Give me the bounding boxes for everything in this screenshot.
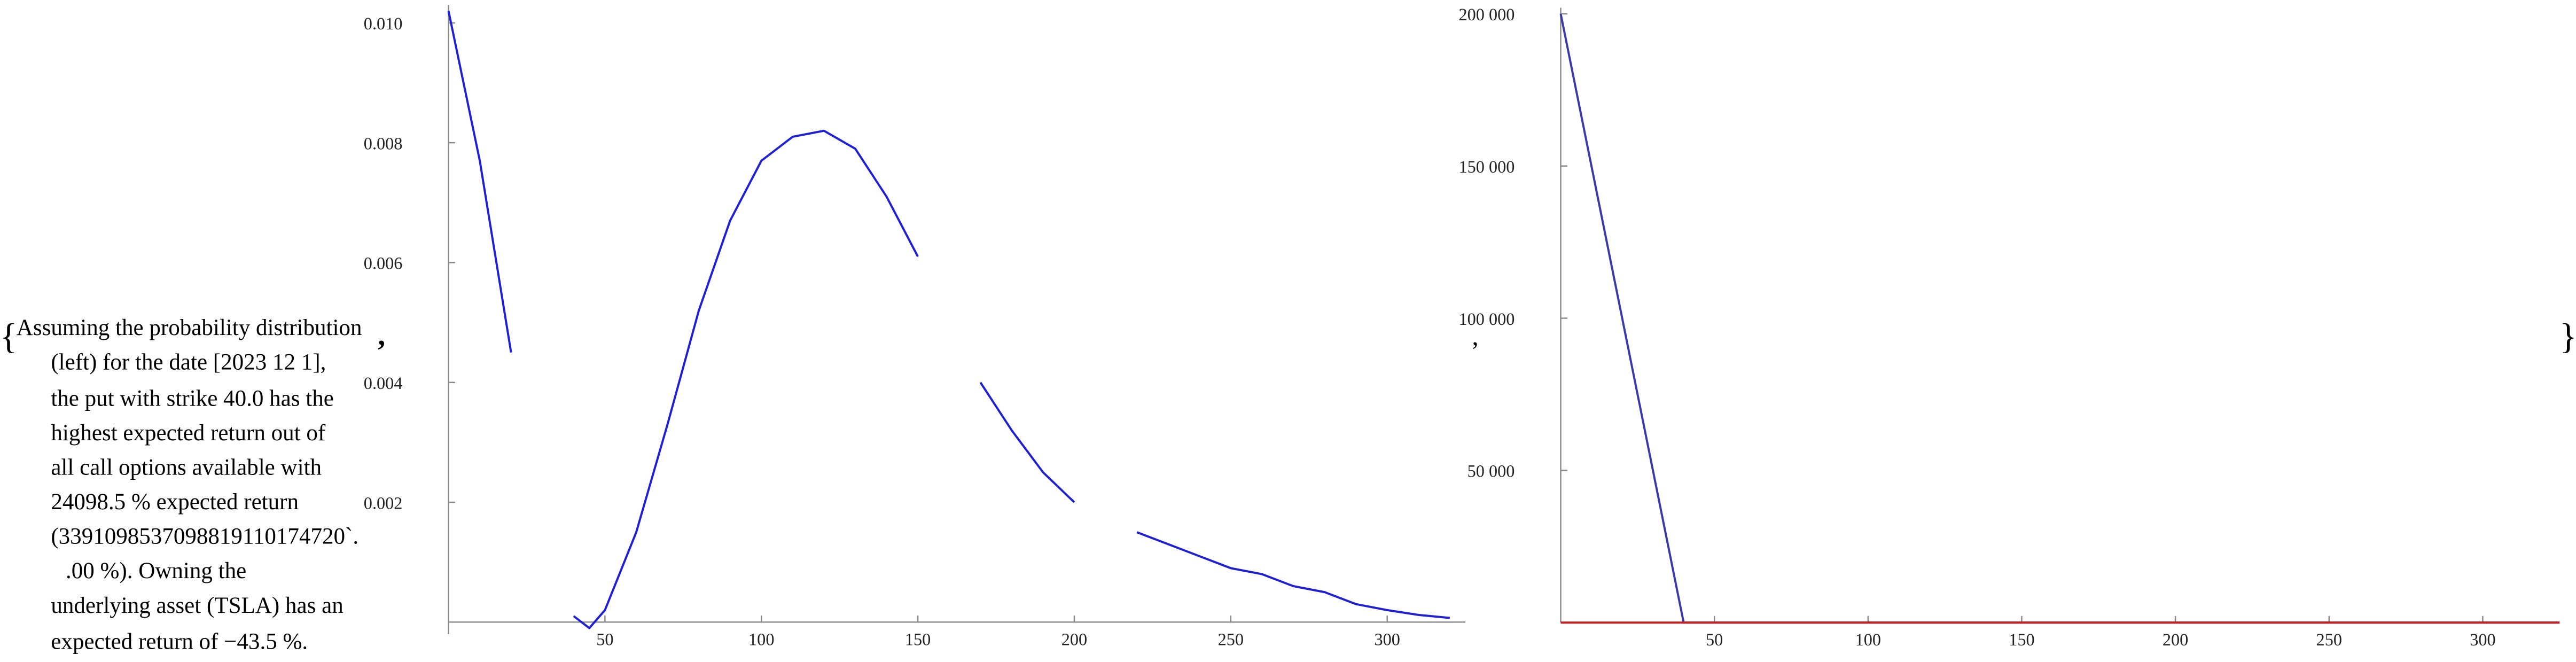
separator: , [1472, 322, 1478, 351]
x-tick-label: 50 [1706, 630, 1723, 649]
text-line: 24098.5 % expected return [51, 489, 299, 515]
x-tick-label: 100 [1855, 630, 1881, 649]
text-line: .00 %). Owning the [66, 558, 246, 583]
comma: , [378, 319, 385, 352]
y-tick-label: 150 000 [1458, 157, 1515, 176]
y-tick-label: 0.008 [364, 134, 403, 153]
x-tick-label: 100 [748, 629, 774, 649]
close-brace: } [2559, 316, 2576, 356]
text-line: the put with strike 40.0 has the [51, 386, 334, 411]
x-tick-label: 200 [2163, 630, 2188, 649]
x-tick-label: 150 [905, 629, 931, 649]
text-line: highest expected return out of [51, 420, 326, 446]
text-line: expected return of −43.5 %. [51, 629, 308, 654]
x-tick-label: 300 [1374, 629, 1400, 649]
x-tick-label: 150 [2009, 630, 2034, 649]
x-tick-label: 300 [2470, 630, 2495, 649]
y-tick-label: 0.004 [364, 373, 403, 393]
text-line: (3391098537098819110174720`. [51, 524, 358, 549]
x-tick-label: 250 [1218, 629, 1244, 649]
x-tick-label: 200 [1061, 629, 1087, 649]
text-line: Assuming the probability distribution [17, 315, 362, 340]
text-line: all call options available with [51, 455, 322, 480]
x-tick-label: 250 [2316, 630, 2342, 649]
open-brace: { [0, 316, 17, 356]
y-tick-label: 200 000 [1458, 5, 1515, 24]
y-tick-label: 50 000 [1467, 462, 1515, 481]
y-tick-label: 0.002 [364, 493, 403, 512]
data-line [1559, 13, 2560, 624]
y-tick-label: 0.006 [364, 254, 403, 273]
x-tick-label: 50 [596, 629, 613, 649]
y-tick-label: 100 000 [1458, 309, 1515, 329]
text-line: (left) for the date [2023 12 1], [51, 350, 326, 375]
text-line: underlying asset (TSLA) has an [51, 593, 343, 618]
y-tick-label: 0.010 [364, 14, 403, 33]
data-line [447, 11, 1450, 629]
